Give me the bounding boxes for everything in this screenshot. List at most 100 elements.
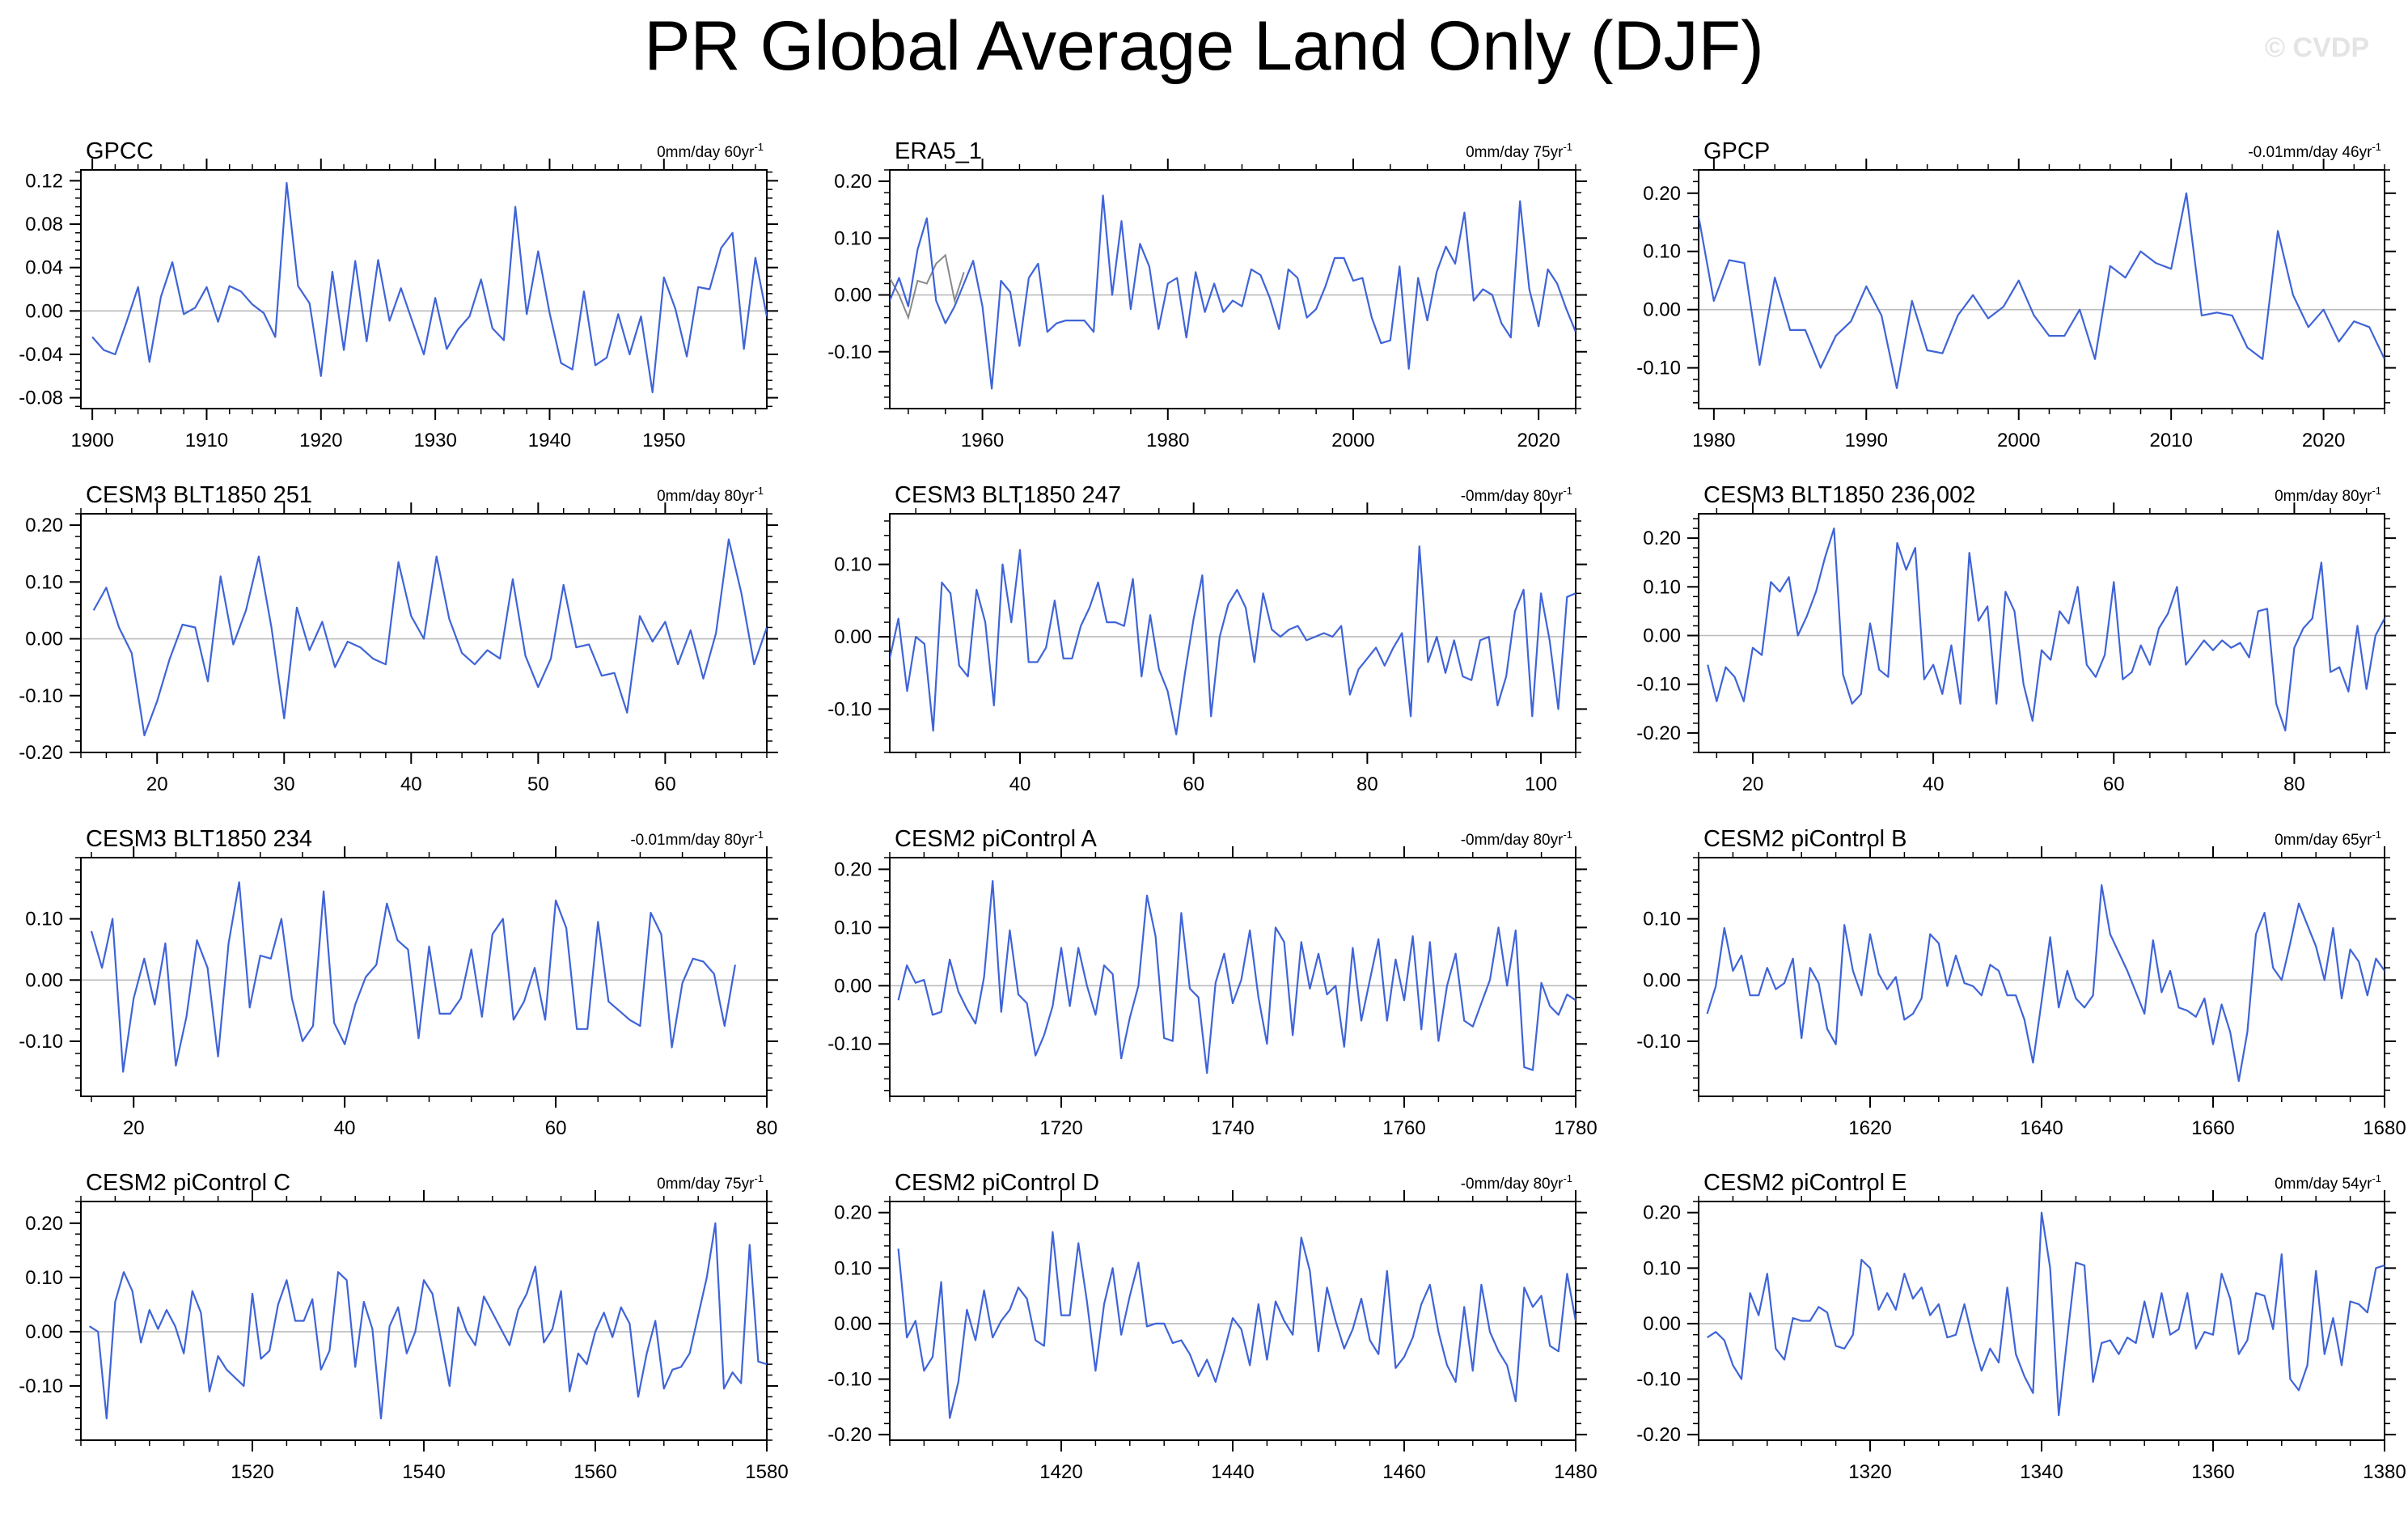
trend-value: -0.01mm/day 80yr bbox=[630, 832, 755, 849]
x-tick-label: 1900 bbox=[70, 430, 113, 451]
y-tick-label: 0.20 bbox=[25, 1213, 63, 1235]
trend-value: 0mm/day 75yr bbox=[1466, 144, 1564, 161]
x-tick-label: 80 bbox=[1356, 773, 1378, 795]
series-line bbox=[1707, 527, 2385, 732]
overlay-series-line bbox=[890, 253, 965, 320]
y-tick-label: 0.20 bbox=[1643, 183, 1681, 205]
y-tick-label: 0.10 bbox=[1643, 909, 1681, 930]
chart-title: PR Global Average Land Only (DJF) bbox=[644, 7, 1764, 85]
x-tick-label: 1910 bbox=[185, 430, 228, 451]
trend-value: 0mm/day 65yr bbox=[2275, 832, 2372, 849]
x-tick-label: 1640 bbox=[2020, 1117, 2063, 1139]
plot-frame bbox=[80, 857, 768, 1097]
y-tick-label: 0.00 bbox=[834, 626, 872, 648]
panel-12: CESM2 piControl E 0mm/day 54yr-1 0.20 0.10 0… bbox=[1636, 1170, 2406, 1483]
panel-title: GPCC bbox=[86, 138, 154, 164]
series-line bbox=[92, 538, 767, 737]
panel-9: CESM2 piControl B 0mm/day 65yr-1 0.10 0.00 -… bbox=[1636, 826, 2406, 1139]
x-tick-label: 1660 bbox=[2191, 1117, 2234, 1139]
series-line bbox=[91, 182, 767, 393]
trend-value: 0mm/day 60yr bbox=[657, 144, 755, 161]
y-tick-label: -0.10 bbox=[19, 685, 63, 707]
x-tick-label: 100 bbox=[1525, 773, 1557, 795]
trend-label: 0mm/day 60yr-1 bbox=[657, 141, 764, 161]
y-tick-label: -0.20 bbox=[1636, 723, 1681, 744]
x-tick-label: 1620 bbox=[1848, 1117, 1891, 1139]
y-tick-label: 0.08 bbox=[25, 214, 63, 235]
y-tick-label: 0.20 bbox=[25, 515, 63, 536]
x-tick-label: 2020 bbox=[1517, 430, 1559, 451]
series-line bbox=[890, 545, 1576, 735]
trend-label: -0mm/day 80yr-1 bbox=[1461, 485, 1572, 505]
x-tick-label: 1380 bbox=[2363, 1461, 2406, 1483]
y-tick-label: 0.20 bbox=[834, 1202, 872, 1224]
y-tick-label: 0.10 bbox=[1643, 241, 1681, 263]
y-tick-label: 0.10 bbox=[834, 1257, 872, 1279]
x-tick-label: 1950 bbox=[642, 430, 685, 451]
y-tick-label: 0.00 bbox=[834, 285, 872, 307]
panel-title: CESM3 BLT1850 236.002 bbox=[1703, 482, 1975, 508]
y-tick-label: -0.10 bbox=[827, 1369, 872, 1391]
y-tick-label: 0.00 bbox=[25, 1321, 63, 1343]
x-tick-label: 1930 bbox=[413, 430, 456, 451]
x-tick-label: 1560 bbox=[573, 1461, 616, 1483]
panel-title: CESM2 piControl D bbox=[895, 1170, 1099, 1196]
trend-exponent: -1 bbox=[754, 141, 764, 153]
panel-8: CESM2 piControl A -0mm/day 80yr-1 0.20 0.10… bbox=[827, 826, 1597, 1139]
plot-frame bbox=[1698, 513, 2385, 753]
y-tick-label: 0.04 bbox=[25, 257, 63, 279]
y-tick-label: 0.10 bbox=[25, 909, 63, 930]
y-tick-label: 0.10 bbox=[834, 554, 872, 576]
y-tick-label: 0.10 bbox=[1643, 1257, 1681, 1279]
panel-6: CESM3 BLT1850 236.002 0mm/day 80yr-1 0.20 0… bbox=[1636, 482, 2396, 795]
x-tick-label: 60 bbox=[654, 773, 676, 795]
watermark: © CVDP bbox=[2265, 32, 2369, 63]
trend-exponent: -1 bbox=[2372, 829, 2381, 841]
trend-label: 0mm/day 80yr-1 bbox=[2275, 485, 2381, 505]
plot-frame bbox=[80, 513, 768, 753]
plot-frame bbox=[889, 169, 1576, 409]
x-tick-label: 1980 bbox=[1692, 430, 1735, 451]
trend-exponent: -1 bbox=[1563, 829, 1572, 841]
y-tick-label: 0.20 bbox=[834, 171, 872, 193]
series-line bbox=[897, 879, 1576, 1074]
y-tick-label: 0.00 bbox=[1643, 625, 1681, 647]
panel-title: CESM2 piControl C bbox=[86, 1170, 290, 1196]
x-tick-label: 80 bbox=[2283, 773, 2305, 795]
series-line bbox=[897, 1231, 1576, 1419]
trend-label: -0.01mm/day 46yr-1 bbox=[2248, 141, 2381, 161]
trend-label: 0mm/day 75yr-1 bbox=[1466, 141, 1572, 161]
panel-5: CESM3 BLT1850 247 -0mm/day 80yr-1 0.10 0.00… bbox=[827, 482, 1587, 795]
panel-title: CESM2 piControl B bbox=[1703, 826, 1907, 852]
y-tick-label: -0.20 bbox=[19, 742, 63, 764]
series-line bbox=[1706, 884, 2385, 1083]
trend-value: -0mm/day 80yr bbox=[1461, 488, 1564, 505]
panel-7: CESM3 BLT1850 234 -0.01mm/day 80yr-1 0.10 0… bbox=[19, 826, 778, 1139]
trend-exponent: -1 bbox=[1563, 485, 1572, 497]
plot-frame bbox=[80, 169, 768, 409]
y-tick-label: -0.10 bbox=[1636, 1031, 1681, 1053]
panel-4: CESM3 BLT1850 251 0mm/day 80yr-1 0.20 0.10 0… bbox=[19, 482, 778, 795]
panel-1: GPCC 0mm/day 60yr-1 0.12 0.08 0.04 0.00 -0.04 -… bbox=[19, 138, 778, 451]
panel-10: CESM2 piControl C 0mm/day 75yr-1 0.20 0.10 0… bbox=[19, 1170, 788, 1483]
x-tick-label: 60 bbox=[545, 1117, 567, 1139]
x-tick-label: 30 bbox=[273, 773, 295, 795]
plot-frame bbox=[1698, 169, 2385, 409]
x-tick-label: 1760 bbox=[1382, 1117, 1425, 1139]
x-tick-label: 2010 bbox=[2149, 430, 2192, 451]
plot-frame bbox=[80, 1201, 768, 1441]
x-tick-label: 1990 bbox=[1845, 430, 1888, 451]
trend-value: -0.01mm/day 46yr bbox=[2248, 144, 2372, 161]
trend-label: 0mm/day 80yr-1 bbox=[657, 485, 764, 505]
x-tick-label: 1460 bbox=[1382, 1461, 1425, 1483]
x-tick-label: 50 bbox=[527, 773, 549, 795]
y-tick-label: 0.12 bbox=[25, 170, 63, 192]
trend-value: 0mm/day 75yr bbox=[657, 1176, 755, 1193]
y-tick-label: 0.00 bbox=[834, 975, 872, 997]
y-tick-label: 0.00 bbox=[25, 969, 63, 991]
x-tick-label: 2020 bbox=[2302, 430, 2345, 451]
y-tick-label: 0.20 bbox=[834, 858, 872, 880]
trend-value: -0mm/day 80yr bbox=[1461, 832, 1564, 849]
series-line bbox=[890, 194, 1576, 390]
x-tick-label: 40 bbox=[400, 773, 422, 795]
